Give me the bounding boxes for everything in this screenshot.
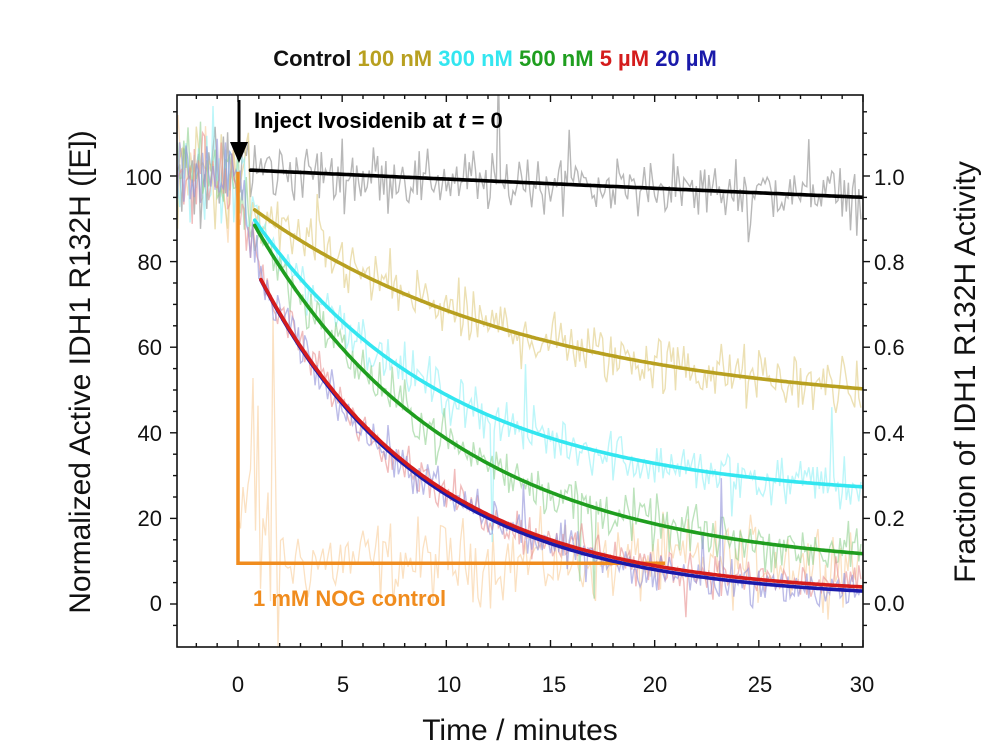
- y2-tick-label: 0.2: [874, 506, 905, 531]
- x-tick-label: 25: [748, 672, 772, 697]
- legend-entry-5um: 5 µM: [600, 46, 649, 71]
- nog-raw-trace: [177, 114, 862, 647]
- legend: Control 100 nM 300 nM 500 nM 5 µM 20 µM: [273, 46, 717, 71]
- raw-trace: [177, 95, 862, 243]
- y-tick-label: 80: [138, 250, 162, 275]
- legend-entry-control: Control: [273, 46, 351, 71]
- y-tick-labels: 0 20 40 60 80 100: [125, 165, 162, 616]
- fit-curve-control: [248, 168, 863, 200]
- legend-entry-100nm: 100 nM: [358, 46, 433, 71]
- y2-tick-label: 0.8: [874, 250, 905, 275]
- x-tick-label: 30: [850, 672, 874, 697]
- legend-entry-20um: 20 µM: [655, 46, 717, 71]
- fit-curve-layer: [236, 168, 863, 593]
- x-tick-label: 20: [643, 672, 667, 697]
- y2-tick-label: 0.4: [874, 421, 905, 446]
- fit-curve-300-nm: [252, 218, 863, 489]
- y-axis-title: Normalized Active IDH1 R132H ([E]): [64, 130, 97, 614]
- x-axis-title: Time / minutes: [422, 714, 618, 747]
- nog-control-line: [236, 171, 666, 566]
- y2-tick-label: 0.0: [874, 591, 905, 616]
- legend-entry-300nm: 300 nM: [438, 46, 513, 71]
- x-tick-labels: 0 5 10 15 20 25 30: [232, 672, 874, 697]
- y2-axis-title: Fraction of IDH1 R132H Activity: [949, 161, 982, 583]
- tick-layer: [170, 95, 870, 647]
- fit-curve-5-µm: [259, 277, 863, 589]
- nog-control-label: 1 mM NOG control: [253, 586, 446, 611]
- y-tick-label: 20: [138, 506, 162, 531]
- y-tick-label: 100: [125, 165, 162, 190]
- x-tick-label: 5: [337, 672, 349, 697]
- y-tick-label: 60: [138, 335, 162, 360]
- x-tick-label: 15: [542, 672, 566, 697]
- raw-trace-layer: [177, 95, 862, 647]
- fit-curve-100-nm: [252, 208, 863, 391]
- inject-arrow-head: [230, 142, 248, 163]
- legend-entry-500nm: 500 nM: [519, 46, 594, 71]
- y2-tick-label: 1.0: [874, 165, 905, 190]
- y-tick-label: 40: [138, 421, 162, 446]
- x-tick-label: 0: [232, 672, 244, 697]
- y2-tick-label: 0.6: [874, 335, 905, 360]
- inject-annotation: Inject Ivosidenib at t = 0: [254, 108, 503, 133]
- fit-curve-500-nm: [252, 223, 863, 556]
- plot-frame: [176, 94, 864, 648]
- y2-tick-labels: 0.0 0.2 0.4 0.6 0.8 1.0: [874, 165, 905, 616]
- y-tick-label: 0: [150, 591, 162, 616]
- x-tick-label: 10: [437, 672, 461, 697]
